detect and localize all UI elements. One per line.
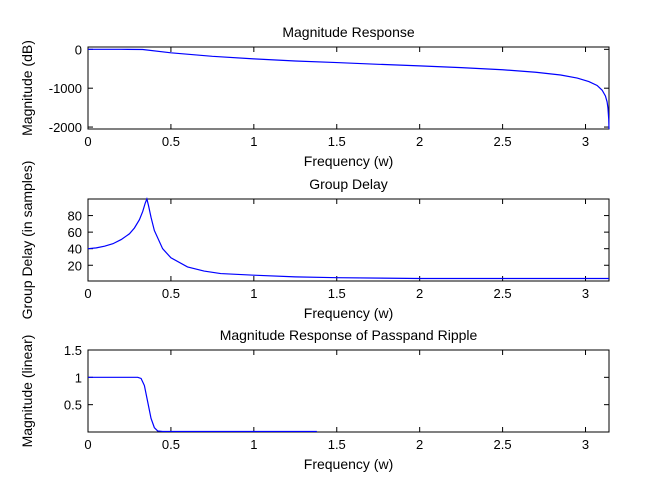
chart-title: Magnitude Response bbox=[282, 24, 415, 40]
y-tick-label: 40 bbox=[68, 242, 82, 257]
x-tick-label: 2 bbox=[416, 286, 423, 301]
x-tick-label: 3 bbox=[582, 286, 589, 301]
x-tick-label: 0.5 bbox=[162, 437, 180, 452]
x-axis-label: Frequency (w) bbox=[304, 456, 393, 472]
y-tick-label: -2000 bbox=[49, 120, 82, 135]
y-tick-label: 0.5 bbox=[64, 398, 82, 413]
x-tick-label: 0 bbox=[84, 134, 91, 149]
y-tick-label: 60 bbox=[68, 225, 82, 240]
chart-title: Magnitude Response of Passpand Ripple bbox=[220, 327, 478, 343]
y-tick-label: 1.5 bbox=[64, 343, 82, 358]
x-tick-label: 3 bbox=[582, 134, 589, 149]
y-axis-label: Magnitude (linear) bbox=[19, 335, 35, 448]
x-tick-label: 3 bbox=[582, 437, 589, 452]
x-tick-label: 2 bbox=[416, 134, 423, 149]
subplot-1: Magnitude Response 0 0.5 1 1.5 2 2.5 3 -2000 -100… bbox=[19, 24, 610, 169]
x-tick-label: 0.5 bbox=[162, 134, 180, 149]
x-tick-label: 2.5 bbox=[494, 134, 512, 149]
x-tick-label: 1 bbox=[250, 437, 257, 452]
series-line-1 bbox=[87, 197, 609, 280]
subplot-3: Magnitude Response of Passpand Ripple 0 0.… bbox=[19, 327, 610, 472]
y-tick-label: 20 bbox=[68, 258, 82, 273]
x-tick-label: 1.5 bbox=[328, 437, 346, 452]
axes-frame bbox=[87, 46, 610, 130]
y-tick-label: 1 bbox=[75, 370, 82, 385]
x-tick-label: 2 bbox=[416, 437, 423, 452]
x-tick-label: 2.5 bbox=[494, 286, 512, 301]
y-axis-label: Magnitude (dB) bbox=[19, 40, 35, 136]
y-tick-label: 0 bbox=[75, 42, 82, 57]
y-tick-label: -1000 bbox=[49, 81, 82, 96]
x-tick-label: 0.5 bbox=[162, 286, 180, 301]
series-line-1 bbox=[88, 48, 610, 130]
x-tick-label: 1 bbox=[250, 286, 257, 301]
axes-frame bbox=[87, 349, 610, 433]
x-tick-label: 0 bbox=[84, 437, 91, 452]
series-line-1 bbox=[88, 376, 317, 433]
axes-frame bbox=[87, 198, 610, 282]
chart-title: Group Delay bbox=[309, 176, 388, 192]
y-tick-label: 80 bbox=[68, 209, 82, 224]
x-axis-label: Frequency (w) bbox=[304, 153, 393, 169]
y-axis-label: Group Delay (in samples) bbox=[19, 161, 35, 320]
x-axis-label: Frequency (w) bbox=[304, 305, 393, 321]
x-tick-label: 2.5 bbox=[494, 437, 512, 452]
x-tick-label: 1.5 bbox=[328, 134, 346, 149]
x-tick-label: 1 bbox=[250, 134, 257, 149]
x-tick-label: 1.5 bbox=[328, 286, 346, 301]
x-tick-label: 0 bbox=[84, 286, 91, 301]
